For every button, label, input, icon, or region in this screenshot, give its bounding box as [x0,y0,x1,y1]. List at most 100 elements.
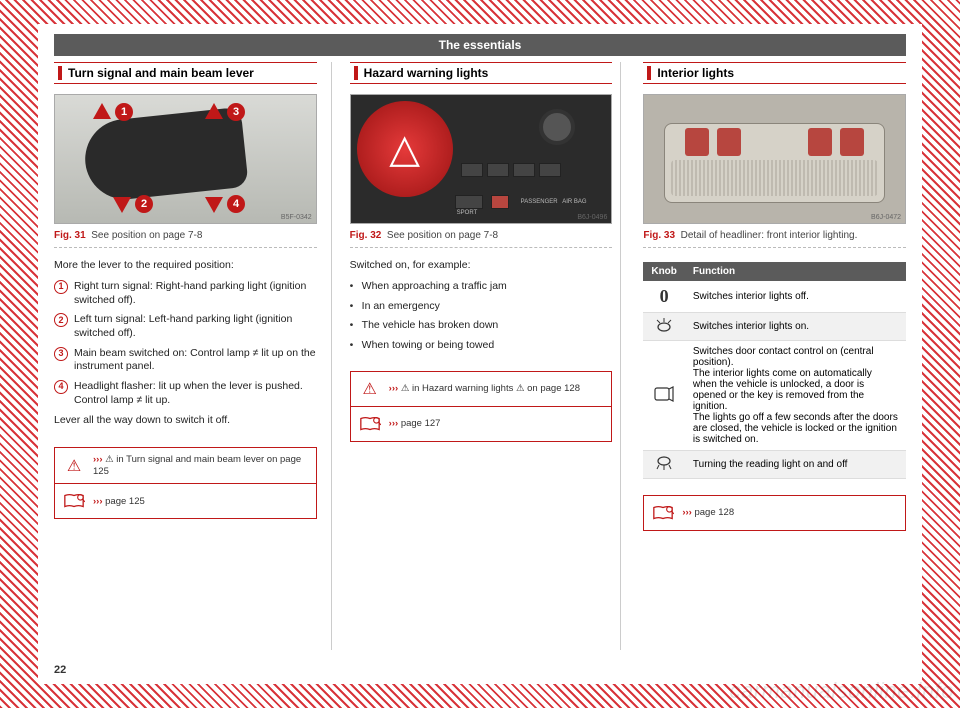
section-title-text: Interior lights [657,66,734,80]
panel-label-sport: SPORT [457,210,478,216]
figure-33: B6J-0472 [643,94,906,224]
figure-32-num: Fig. 32 [350,230,382,241]
figure-32-caption: Fig. 32 See position on page 7-8 [350,230,613,248]
figure-33-num: Fig. 33 [643,230,675,241]
col-2: Hazard warning lights △ SPORT [350,62,622,650]
knob-cell: 0 [643,281,685,313]
light-switch [717,128,741,156]
func-cell: Switches interior lights off. [685,281,906,313]
light-on-icon [653,318,675,332]
figure-31-code: B5F-0342 [281,214,312,221]
col2-intro: Switched on, for example: [350,258,613,272]
knob-cell [643,341,685,451]
list-item: The vehicle has broken down [350,319,613,333]
light-grill [671,160,878,196]
list-item: 2Left turn signal: Left-hand parking lig… [54,313,317,340]
list-text: Headlight flasher: lit up when the lever… [74,380,303,406]
hazard-small-button [491,195,509,209]
figure-31-image: 1 3 2 4 [55,95,316,223]
reading-light-icon [653,456,675,470]
figure-33-caption: Fig. 33 Detail of headliner: front inter… [643,230,906,248]
arrow-up-right [205,103,223,119]
col1-outro: Lever all the way down to switch it off. [54,413,317,427]
col-1: Turn signal and main beam lever 1 3 2 4 [54,62,332,650]
ref-warn-inner: in Turn signal and main beam lever on pa… [93,454,301,476]
col1-intro: More the lever to the required position: [54,258,317,272]
book-icon [63,490,85,512]
page-header: The essentials [54,34,906,56]
section-title-1: Turn signal and main beam lever [54,62,317,84]
section-title-bar [58,66,62,80]
ref-row-page: ››› page 125 [55,483,316,518]
panel-button [487,163,509,177]
lever-graphic [81,107,248,203]
ref-page-text: ››› page 128 [682,507,897,518]
list-item: When towing or being towed [350,339,613,353]
section-title-text: Turn signal and main beam lever [68,66,254,80]
list-text: When towing or being towed [362,339,495,351]
ref-page-inner: page 128 [694,507,734,518]
ref-page-inner: page 127 [401,418,441,429]
list-item: In an emergency [350,300,613,314]
figure-32-code: B6J-0496 [577,214,607,221]
ref-warn-text: ››› ⚠ in Hazard warning lights ⚠ on page… [389,383,604,394]
fig31-label-2: 2 [135,195,153,213]
light-panel-graphic [664,123,885,203]
page-number: 22 [54,664,66,676]
list-text: When approaching a traffic jam [362,280,507,292]
ref-row-page: ››› page 128 [644,496,905,530]
col2-reference-box: ⚠ ››› ⚠ in Hazard warning lights ⚠ on pa… [350,371,613,442]
ref-page-text: ››› page 127 [389,418,604,429]
func-cell: Switches interior lights on. [685,313,906,341]
ref-warn-text: ››› ⚠ in Turn signal and main beam lever… [93,454,308,477]
page: The essentials Turn signal and main beam… [38,24,922,684]
ref-page-inner: page 125 [105,496,145,507]
figure-33-code: B6J-0472 [871,214,901,221]
panel-button [461,163,483,177]
section-title-bar [647,66,651,80]
col1-numbered-list: 1 Right turn signal: Right-hand parking l… [54,280,317,413]
list-item: 1 Right turn signal: Right-hand parking l… [54,280,317,307]
list-item: 3Main beam switched on: Control lamp ≠ l… [54,347,317,374]
table-row: Switches interior lights on. [643,313,906,341]
page-header-title: The essentials [439,38,522,52]
panel-button-sport [455,195,483,209]
num-badge: 3 [54,347,68,361]
table-head-row: Knob Function [643,262,906,281]
function-table: Knob Function 0 Switches interior lights… [643,262,906,479]
func-cell: Turning the reading light on and off [685,451,906,479]
page-background-hatch: The essentials Turn signal and main beam… [0,0,960,708]
section-title-2: Hazard warning lights [350,62,613,84]
ref-row-warning: ⚠ ››› ⚠ in Hazard warning lights ⚠ on pa… [351,372,612,406]
ref-warn-inner: in Hazard warning lights ⚠ on page 128 [412,383,580,394]
figure-32-caption-text: See position on page 7-8 [387,230,498,241]
col-3: Interior lights B6J-0472 [639,62,906,650]
num-badge: 4 [54,380,68,394]
light-switch [808,128,832,156]
figure-32-image: △ SPORT PASSENGER AIR BAG [351,95,612,223]
col2-bullet-list: When approaching a traffic jam In an eme… [350,280,613,359]
figure-32: △ SPORT PASSENGER AIR BAG B6J-0496 [350,94,613,224]
hazard-triangle-icon: △ [389,129,420,169]
book-icon [652,502,674,524]
list-text: Left turn signal: Left-hand parking ligh… [74,313,292,339]
figure-31-caption-text: See position on page 7-8 [91,230,202,241]
light-switch [840,128,864,156]
list-text: Right turn signal: Right-hand parking li… [74,280,306,306]
table-row: Turning the reading light on and off [643,451,906,479]
num-badge: 1 [54,280,68,294]
panel-button [513,163,535,177]
figure-31-caption: Fig. 31 See position on page 7-8 [54,230,317,248]
list-item: 4 Headlight flasher: lit up when the leve… [54,380,317,407]
list-item: When approaching a traffic jam [350,280,613,294]
figure-31-num: Fig. 31 [54,230,86,241]
figure-33-caption-text: Detail of headliner: front interior ligh… [681,230,858,241]
list-text: In an emergency [362,300,440,312]
fig31-label-3: 3 [227,103,245,121]
warning-triangle-icon: ⚠ [63,455,85,477]
arrow-down-right [205,197,223,213]
columns: Turn signal and main beam lever 1 3 2 4 [54,62,906,650]
list-text: The vehicle has broken down [362,319,499,331]
knob-cell [643,313,685,341]
col3-reference-box: ››› page 128 [643,495,906,531]
